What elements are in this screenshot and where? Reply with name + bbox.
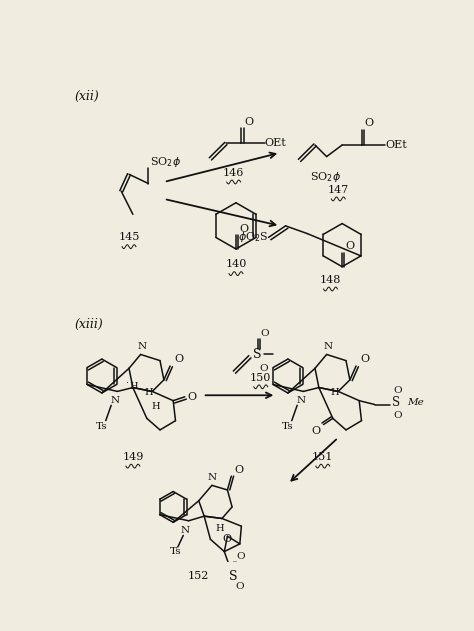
Text: O: O [393,386,402,394]
Text: O: O [239,223,248,233]
Text: OEt: OEt [385,140,407,150]
Text: O: O [311,426,320,436]
Text: Me: Me [407,398,424,408]
Text: 150: 150 [250,372,272,382]
Text: SO$_2\phi$: SO$_2\phi$ [150,155,181,169]
Text: O: O [187,392,196,402]
Text: S: S [229,570,238,582]
Text: O: O [261,329,269,338]
Text: O: O [245,117,254,127]
Text: O: O [235,582,244,591]
Text: O: O [393,411,402,420]
Text: 151: 151 [312,452,333,462]
Text: S: S [254,348,262,361]
Text: 152: 152 [188,571,210,581]
Text: Ts: Ts [282,422,294,430]
Text: O: O [175,355,184,365]
Text: 149: 149 [122,452,144,462]
Text: (xiii): (xiii) [75,318,103,331]
Text: 147: 147 [328,185,349,195]
Text: O: O [235,464,244,475]
Text: O: O [361,355,370,365]
Text: N: N [110,396,119,405]
Text: 140: 140 [225,259,246,269]
Text: ̇H: ̇H [130,382,139,391]
Text: H: H [330,389,339,398]
Text: N: N [181,526,190,534]
Text: 148: 148 [320,274,341,285]
Text: 146: 146 [223,168,244,178]
Text: (xii): (xii) [75,90,100,103]
Text: N: N [297,396,306,405]
Text: N: N [207,473,217,482]
Text: Ts: Ts [96,422,108,430]
Text: O: O [223,534,232,545]
Text: O: O [345,241,355,251]
Text: O: O [259,365,268,374]
Text: H: H [152,403,160,411]
Text: OEt: OEt [264,138,286,148]
Text: S: S [392,396,400,410]
Text: O: O [365,118,374,128]
Text: N: N [137,343,147,351]
Text: Ts: Ts [170,547,182,556]
Text: N: N [324,343,333,351]
Text: O: O [237,552,246,561]
Text: H: H [144,389,153,398]
Text: SO$_2\phi$: SO$_2\phi$ [310,170,341,184]
Text: H: H [215,524,224,533]
Text: 145: 145 [118,232,140,242]
Text: $\phi$O$_2$S: $\phi$O$_2$S [238,230,268,244]
